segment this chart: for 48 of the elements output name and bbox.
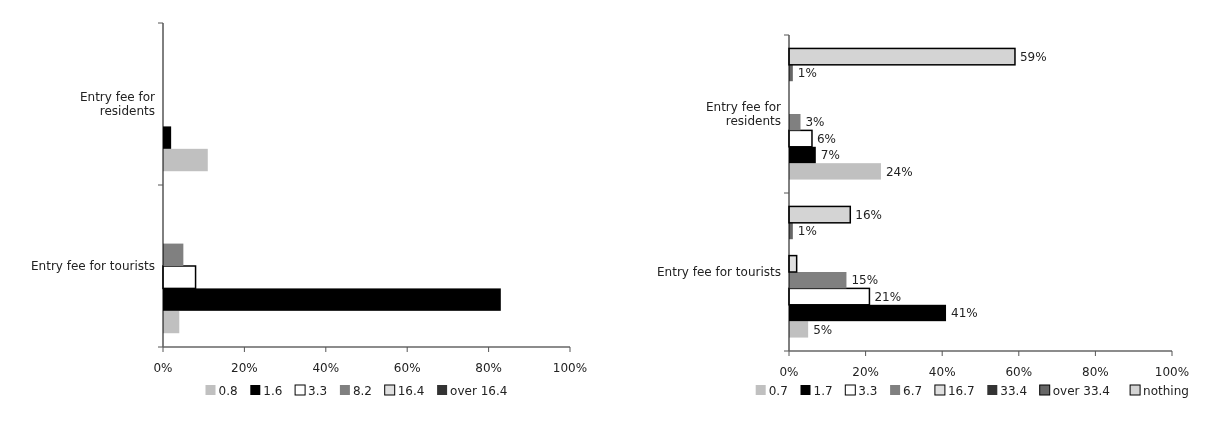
data-label: 5% xyxy=(813,322,833,337)
x-tick-label: 40% xyxy=(312,361,340,375)
x-tick-label: 80% xyxy=(475,361,502,375)
legend-label: 0.7 xyxy=(768,384,788,398)
x-tick-label: 40% xyxy=(928,365,956,379)
data-label: 3% xyxy=(805,115,825,130)
legend-label: 16.4 xyxy=(397,384,425,398)
bar xyxy=(163,310,180,334)
x-tick-label: 100% xyxy=(1154,365,1190,379)
data-label: 21% xyxy=(874,289,902,304)
legend-label: nothing xyxy=(1143,384,1189,398)
legend-label: 3.3 xyxy=(308,384,328,398)
legend-label: 3.3 xyxy=(858,384,878,398)
data-label: 7% xyxy=(820,148,840,163)
legend-label: over 33.4 xyxy=(1052,384,1110,398)
legend-label: over 16.4 xyxy=(450,384,508,398)
bar xyxy=(789,272,847,289)
data-label: 59% xyxy=(1019,49,1047,64)
x-tick-label: 80% xyxy=(1082,365,1109,379)
bar xyxy=(789,163,881,180)
x-tick-label: 20% xyxy=(852,365,879,379)
legend-label: 6.7 xyxy=(903,384,923,398)
data-label: 16% xyxy=(855,207,882,222)
legend-label: 0.8 xyxy=(218,384,238,398)
legend-label: 16.7 xyxy=(947,384,975,398)
bar xyxy=(163,148,208,172)
x-tick-label: 20% xyxy=(231,361,258,375)
legend-label: 1.7 xyxy=(813,384,833,398)
x-tick-label: 0% xyxy=(779,365,799,379)
x-tick-label: 60% xyxy=(393,361,421,375)
x-tick-label: 100% xyxy=(552,361,588,375)
data-label: 1% xyxy=(797,224,817,239)
data-label: 6% xyxy=(816,131,837,146)
data-label: 24% xyxy=(885,164,913,179)
legend-label: 8.2 xyxy=(352,384,372,398)
data-label: 15% xyxy=(851,273,879,288)
y-tick-label: Entry fee for residents xyxy=(705,100,782,129)
y-tick-label: Entry fee for tourists xyxy=(657,265,781,280)
legend-label: 33.4 xyxy=(1000,384,1028,398)
bar xyxy=(789,321,809,338)
data-label: 41% xyxy=(951,306,978,321)
y-tick-label: Entry fee for residents xyxy=(79,90,156,119)
legend-label: 1.6 xyxy=(263,384,283,398)
bar xyxy=(163,243,184,266)
x-tick-label: 60% xyxy=(1005,365,1033,379)
data-label: 1% xyxy=(797,66,817,81)
x-tick-label: 0% xyxy=(153,361,173,375)
y-tick-label: Entry fee for tourists xyxy=(31,259,155,274)
